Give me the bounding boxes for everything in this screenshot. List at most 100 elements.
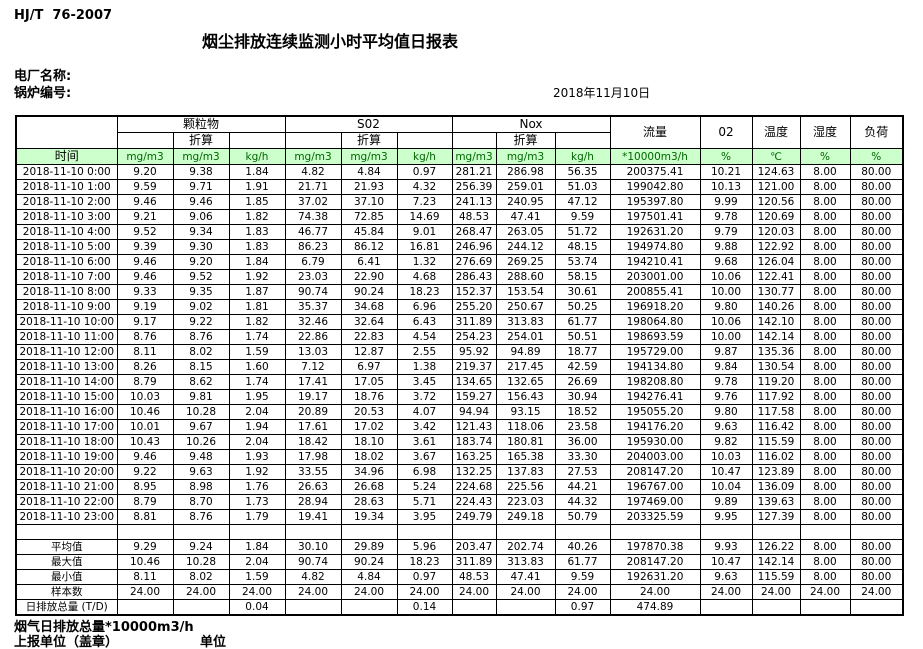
cell-pm-kgh: 1.76 [228,479,286,495]
cell-so2-kgh: 9.01 [396,224,453,240]
cell-pm: 8.76 [116,329,174,345]
cell-humidity: 8.00 [799,389,851,405]
group-header-particulate: 颗粒物 [116,115,286,133]
table-row: 2018-11-10 3:00 9.21 9.06 1.82 74.38 72.85 14.… [15,209,904,225]
cell-so2-conv: 22.83 [340,329,398,345]
unit-nox-conv: mg/m3 [495,148,556,165]
table-row: 2018-11-10 18:00 10.43 10.26 2.04 18.42 18.10… [15,434,904,450]
cell-pm-kgh: 1.60 [228,359,286,375]
cell-so2: 46.77 [284,224,342,240]
cell-pm-kgh: 1.92 [228,464,286,480]
cell-nox-kgh: 51.72 [554,224,611,240]
cell-temp: 119.20 [751,374,801,390]
header-flow: 流量 [609,115,701,149]
cell-pm: 8.79 [116,494,174,510]
header-group-row: 颗粒物 S02 Nox 流量 02 温度 湿度 负荷 [15,115,904,149]
cell-o2: 10.00 [699,284,753,300]
cell-load: 80.00 [849,194,904,210]
cell-so2-conv: 26.68 [340,479,398,495]
table-row: 2018-11-10 21:00 8.95 8.98 1.76 26.63 26.68 5.… [15,479,904,495]
cell-so2-conv: 18.76 [340,389,398,405]
cell-so2-kgh: 4.68 [396,269,453,285]
cell-time: 2018-11-10 23:00 [15,509,118,525]
cell-nox-conv: 153.54 [495,284,556,300]
cell-nox-kgh: 42.59 [554,359,611,375]
cell-so2-kgh: 3.45 [396,374,453,390]
cell-humidity: 8.00 [799,344,851,360]
cell-temp: 122.41 [751,269,801,285]
cell-so2-kgh: 3.61 [396,434,453,450]
cell-load: 80.00 [849,434,904,450]
cell-nox: 249.79 [451,509,497,525]
group-header-nox: Nox [451,115,611,133]
cell-pm-conv: 9.35 [172,284,230,300]
cell-load: 80.00 [849,164,904,180]
cell-flow: 197469.00 [609,494,701,510]
unit-temperature: ℃ [751,148,801,165]
cell-nox-kgh: 18.77 [554,344,611,360]
cell-pm-conv: 8.76 [172,509,230,525]
unit-o2: % [699,148,753,165]
cell-so2: 7.12 [284,359,342,375]
cell-so2: 74.38 [284,209,342,225]
cell-time: 2018-11-10 20:00 [15,464,118,480]
cell-pm-kgh: 2.04 [228,554,286,570]
cell-o2: 9.89 [699,494,753,510]
cell-pm-conv: 9.20 [172,254,230,270]
cell-nox-kgh: 33.30 [554,449,611,465]
cell-time: 2018-11-10 21:00 [15,479,118,495]
cell-nox-conv: 47.41 [495,209,556,225]
cell-so2-kgh: 4.54 [396,329,453,345]
cell-humidity: 24.00 [799,584,851,600]
cell-humidity: 8.00 [799,194,851,210]
cell-nox-kgh: 18.52 [554,404,611,420]
cell-load: 24.00 [849,584,904,600]
table-row: 平均值 9.29 9.24 1.84 30.10 29.89 5.96 203.47 202.7… [15,539,904,555]
cell-time: 2018-11-10 18:00 [15,434,118,450]
cell-load: 80.00 [849,494,904,510]
group-header-so2: S02 [284,115,453,133]
cell-pm: 9.29 [116,539,174,555]
cell-temp: 116.42 [751,419,801,435]
cell-pm: 9.46 [116,449,174,465]
cell-temp: 136.09 [751,479,801,495]
cell-flow: 194210.41 [609,254,701,270]
cell-temp: 117.92 [751,389,801,405]
subheader-cell [554,132,611,149]
cell-nox: 224.43 [451,494,497,510]
cell-pm-kgh: 1.94 [228,419,286,435]
cell-pm-kgh: 1.82 [228,314,286,330]
cell-time: 2018-11-10 15:00 [15,389,118,405]
cell-humidity: 8.00 [799,449,851,465]
cell-temp: 117.58 [751,404,801,420]
cell-o2: 10.03 [699,449,753,465]
subheader-converted-pm: 折算 [172,132,230,149]
cell-temp: 127.39 [751,509,801,525]
table-row: 最小值 8.11 8.02 1.59 4.82 4.84 0.97 48.53 47.41 9.5… [15,569,904,585]
cell-time: 2018-11-10 6:00 [15,254,118,270]
cell-load: 80.00 [849,299,904,315]
cell-pm-conv: 10.28 [172,404,230,420]
cell-temp: 124.63 [751,164,801,180]
cell-humidity: 8.00 [799,569,851,585]
table-row: 2018-11-10 20:00 9.22 9.63 1.92 33.55 34.96 6.… [15,464,904,480]
cell-flow: 195397.80 [609,194,701,210]
cell-nox-conv: 217.45 [495,359,556,375]
cell-pm-conv: 9.67 [172,419,230,435]
cell-o2: 9.76 [699,389,753,405]
cell-pm-kgh: 2.04 [228,434,286,450]
cell-temp: 140.26 [751,299,801,315]
cell-pm-conv: 8.70 [172,494,230,510]
cell-time: 2018-11-10 19:00 [15,449,118,465]
cell-flow: 208147.20 [609,464,701,480]
cell-temp: 115.59 [751,434,801,450]
cell-so2: 13.03 [284,344,342,360]
cell-pm-conv: 9.81 [172,389,230,405]
cell-pm-conv: 8.02 [172,344,230,360]
cell-pm-conv: 9.38 [172,164,230,180]
cell-temp: 135.36 [751,344,801,360]
cell-nox-kgh: 50.79 [554,509,611,525]
table-row: 2018-11-10 16:00 10.46 10.28 2.04 20.89 20.53… [15,404,904,420]
cell-nox-kgh: 48.15 [554,239,611,255]
cell-temp: 115.59 [751,569,801,585]
